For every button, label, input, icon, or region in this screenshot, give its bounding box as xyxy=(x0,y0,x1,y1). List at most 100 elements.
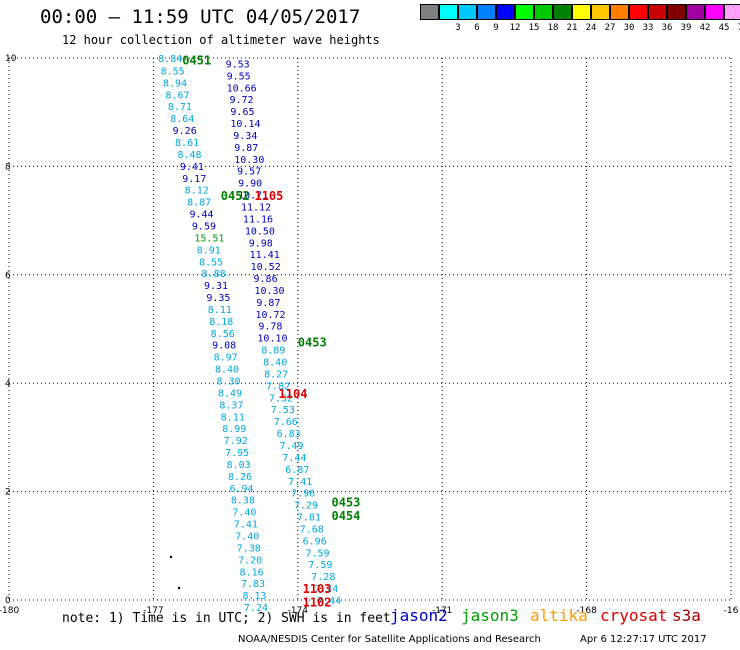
wave-height-value: 8.12 xyxy=(185,186,209,197)
legend-swatch-label: 24 xyxy=(585,23,597,33)
wave-height-value: 8.11 xyxy=(221,412,245,423)
wave-height-value: 8.37 xyxy=(219,400,243,411)
wave-height-value: 7.92 xyxy=(224,436,248,447)
lon-tick-label: -174 xyxy=(288,606,309,616)
lon-tick-label: -177 xyxy=(143,606,163,616)
legend-swatch xyxy=(667,4,686,20)
wave-height-value: 7.53 xyxy=(271,405,295,416)
legend-swatch xyxy=(515,4,534,20)
legend-swatch xyxy=(496,4,515,20)
legend-swatch xyxy=(724,4,740,20)
legend-swatch xyxy=(610,4,629,20)
wave-height-value: 8.48 xyxy=(177,150,201,161)
wave-height-value: 15.51 xyxy=(194,233,224,244)
legend-swatch xyxy=(553,4,572,20)
legend-swatch xyxy=(686,4,705,20)
wave-height-value: 9.44 xyxy=(190,210,214,221)
legend-swatch xyxy=(648,4,667,20)
wave-height-value: 6.96 xyxy=(303,536,327,547)
wave-height-value: 7.32 xyxy=(269,393,293,404)
legend-swatch-label: 9 xyxy=(493,23,499,33)
lon-tick-label: -171 xyxy=(432,606,452,616)
wave-height-value: 10.30 xyxy=(254,286,284,297)
lon-tick-label: -16 xyxy=(724,606,739,616)
legend-swatch-label: 70 xyxy=(734,23,740,33)
legend-cryosat: cryosat xyxy=(600,606,668,625)
wave-height-value: 8.84 xyxy=(158,54,182,65)
wave-height-value: 7.66 xyxy=(274,417,298,428)
wave-height-value: 7.29 xyxy=(294,501,318,512)
wave-height-value: 7.59 xyxy=(306,548,330,559)
legend-swatch-label: 27 xyxy=(604,23,616,33)
legend-swatch xyxy=(572,4,591,20)
credit-line: NOAA/NESDIS Center for Satellite Applica… xyxy=(238,634,541,645)
legend-swatch xyxy=(477,4,496,20)
wave-height-value: 8.88 xyxy=(202,269,226,280)
legend-swatch-label: 12 xyxy=(509,23,521,33)
legend-swatch xyxy=(458,4,477,20)
wave-height-value: 10.14 xyxy=(230,119,260,130)
footer-note: note: 1) Time is in UTC; 2) SWH is in fe… xyxy=(62,611,391,626)
lat-tick-label: 8 xyxy=(5,162,11,172)
wave-height-value: 7.40 xyxy=(235,532,259,543)
wave-height-value: 8.40 xyxy=(263,358,287,369)
legend-s3a: s3a xyxy=(672,606,701,625)
wave-height-value: 9.57 xyxy=(237,167,261,178)
wave-height-value: 10.72 xyxy=(255,310,285,321)
wave-height-value: 7.24 xyxy=(244,603,268,614)
island-dot xyxy=(169,555,173,559)
wave-height-value: 7.28 xyxy=(311,572,335,583)
pass-time-label: 0451 xyxy=(182,54,211,68)
legend-swatch-label: 30 xyxy=(623,23,635,33)
wave-height-value: 7.44 xyxy=(282,453,306,464)
wave-height-value: 8.87 xyxy=(187,198,211,209)
wave-height-value: 11.12 xyxy=(241,203,271,214)
legend-swatch-label: 21 xyxy=(566,23,578,33)
pass-time-label: 0453 xyxy=(331,495,360,509)
pass-time-label: 0454 xyxy=(331,509,360,523)
wave-height-value: 8.56 xyxy=(211,329,235,340)
wave-height-value: 9.87 xyxy=(256,298,280,309)
wave-height-value: 9.35 xyxy=(206,293,230,304)
wave-height-value: 8.71 xyxy=(168,102,192,113)
page-subtitle: 12 hour collection of altimeter wave hei… xyxy=(62,33,380,47)
wave-height-value: 9.86 xyxy=(254,274,278,285)
wave-height-value: 7.41 xyxy=(234,520,258,531)
wave-height-value: 7.44 xyxy=(317,596,341,607)
generated-timestamp: Apr 6 12:27:17 UTC 2017 xyxy=(580,634,707,645)
lon-tick-label: -168 xyxy=(576,606,597,616)
wave-height-value: 9.53 xyxy=(226,59,250,70)
pass-time-label: 1104 xyxy=(279,387,308,401)
wave-height-value: 8.94 xyxy=(163,78,187,89)
wave-height-value: 8.40 xyxy=(215,365,239,376)
wave-height-value: 8.99 xyxy=(222,424,246,435)
legend-jason3: jason3 xyxy=(461,606,519,625)
wave-height-value: 8.16 xyxy=(240,567,264,578)
wave-height-value: 9.08 xyxy=(212,341,236,352)
wave-height-value: 7.38 xyxy=(237,543,261,554)
pass-time-label: 0452 xyxy=(221,189,250,203)
wave-height-value: 9.31 xyxy=(204,281,228,292)
wave-height-value: 8.55 xyxy=(199,257,223,268)
wave-height-value: 9.34 xyxy=(233,131,257,142)
wave-height-value: 6.87 xyxy=(285,465,309,476)
wave-height-value: 7.68 xyxy=(300,524,324,535)
wave-height-value: 10.30 xyxy=(234,155,264,166)
wave-height-value: 7.20 xyxy=(238,555,262,566)
legend-swatch-label: 36 xyxy=(661,23,673,33)
legend-swatch xyxy=(439,4,458,20)
wave-height-value: 8.27 xyxy=(264,369,288,380)
wave-height-value: 7.82 xyxy=(266,381,290,392)
page-title: 00:00 – 11:59 UTC 04/05/2017 xyxy=(40,6,361,28)
wave-height-value: 9.26 xyxy=(173,126,197,137)
wave-height-value: 9.98 xyxy=(249,238,273,249)
wave-height-value: 7.95 xyxy=(225,448,249,459)
lat-tick-label: 2 xyxy=(5,488,11,498)
wave-height-value: 8.30 xyxy=(216,376,240,387)
wave-height-value: 7.96 xyxy=(291,489,315,500)
wave-height-value: 9.87 xyxy=(234,143,258,154)
wave-height-value: 8.55 xyxy=(161,66,185,77)
wave-height-value: 8.67 xyxy=(165,90,189,101)
wave-height-value: 11.16 xyxy=(243,214,273,225)
